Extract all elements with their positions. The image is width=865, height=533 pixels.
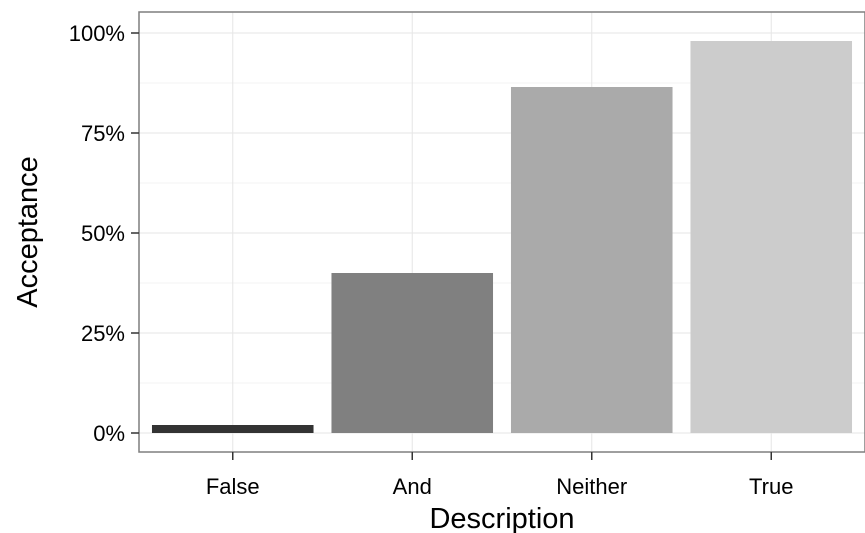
y-tick-label: 0% <box>93 421 125 446</box>
bar-and <box>331 273 494 433</box>
bar-true <box>690 41 853 433</box>
y-tick-label: 100% <box>69 21 125 46</box>
y-tick-label: 50% <box>81 221 125 246</box>
bars <box>151 41 853 433</box>
plot-panel-border <box>138 11 865 453</box>
x-axis: False And Neither True <box>206 452 793 499</box>
bar-false <box>151 425 314 433</box>
x-tick-label: False <box>206 474 260 499</box>
x-tick-label: Neither <box>556 474 627 499</box>
x-tick-label: True <box>749 474 793 499</box>
x-tick-label: And <box>393 474 432 499</box>
x-axis-title: Description <box>429 503 574 533</box>
y-tick-label: 25% <box>81 321 125 346</box>
bar-neither <box>510 87 673 433</box>
y-axis-title: Acceptance <box>12 156 44 308</box>
y-tick-label: 75% <box>81 121 125 146</box>
y-axis: 0% 25% 50% 75% 100% <box>69 21 139 446</box>
